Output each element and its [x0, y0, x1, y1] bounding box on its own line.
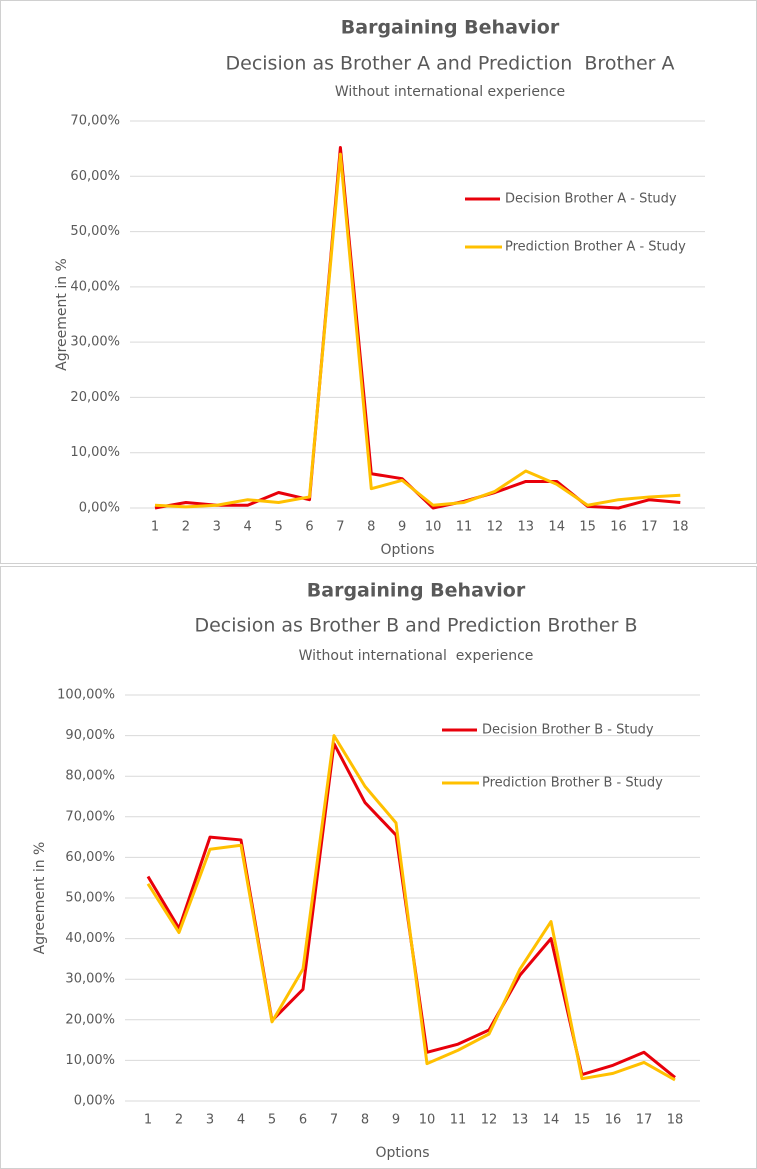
chart-title: Bargaining Behavior	[307, 580, 526, 602]
y-tick-label: 100,00%	[57, 688, 115, 703]
y-tick-label: 60,00%	[65, 850, 115, 865]
y-tick-label: 50,00%	[70, 224, 120, 239]
y-tick-label: 60,00%	[70, 169, 120, 184]
x-tick-label: 10	[419, 1113, 436, 1128]
x-tick-label: 2	[175, 1113, 183, 1128]
x-tick-label: 5	[274, 520, 282, 535]
x-tick-label: 10	[425, 520, 442, 535]
x-tick-label: 6	[299, 1113, 307, 1128]
series-line	[146, 734, 676, 1082]
y-tick-label: 40,00%	[70, 279, 120, 294]
y-tick-label: 0,00%	[79, 501, 120, 516]
legend-label: Prediction Brother B - Study	[482, 776, 663, 791]
x-tick-label: 6	[305, 520, 313, 535]
x-axis-label: Options	[375, 1145, 429, 1161]
x-tick-label: 11	[456, 520, 473, 535]
x-tick-label: 8	[361, 1113, 369, 1128]
y-tick-label: 50,00%	[65, 891, 115, 906]
x-tick-label: 15	[574, 1113, 591, 1128]
x-tick-label: 16	[610, 520, 627, 535]
legend-label: Prediction Brother A - Study	[505, 240, 686, 255]
y-axis-label: Agreement in %	[54, 258, 70, 371]
x-tick-label: 17	[636, 1113, 653, 1128]
chart-title: Bargaining Behavior	[341, 17, 560, 39]
x-tick-label: 18	[667, 1113, 684, 1128]
y-tick-label: 80,00%	[65, 769, 115, 784]
legend-label: Decision Brother A - Study	[505, 192, 677, 207]
x-tick-label: 1	[151, 520, 159, 535]
y-tick-label: 0,00%	[74, 1094, 115, 1109]
series-line	[154, 152, 681, 509]
x-tick-label: 15	[579, 520, 596, 535]
x-tick-label: 18	[672, 520, 689, 535]
chart-note: Without international experience	[299, 648, 534, 664]
x-tick-label: 9	[392, 1113, 400, 1128]
x-tick-label: 17	[641, 520, 658, 535]
x-tick-label: 12	[487, 520, 504, 535]
x-tick-label: 11	[450, 1113, 467, 1128]
y-tick-label: 30,00%	[70, 335, 120, 350]
x-tick-label: 7	[330, 1113, 338, 1128]
x-tick-label: 13	[512, 1113, 529, 1128]
series-line	[146, 742, 676, 1079]
x-tick-label: 8	[367, 520, 375, 535]
chart-note: Without international experience	[335, 84, 565, 100]
x-tick-label: 4	[244, 520, 252, 535]
y-tick-label: 70,00%	[65, 809, 115, 824]
x-tick-label: 3	[206, 1113, 214, 1128]
legend-label: Decision Brother B - Study	[482, 723, 654, 738]
y-axis-label: Agreement in %	[32, 842, 48, 955]
y-tick-label: 70,00%	[70, 114, 120, 129]
x-tick-label: 13	[518, 520, 535, 535]
x-tick-label: 9	[398, 520, 406, 535]
x-tick-label: 7	[336, 520, 344, 535]
x-tick-label: 14	[548, 520, 565, 535]
y-tick-label: 20,00%	[65, 1012, 115, 1027]
x-tick-label: 14	[543, 1113, 560, 1128]
chart-subtitle: Decision as Brother A and Prediction Bro…	[226, 53, 675, 75]
x-tick-label: 2	[182, 520, 190, 535]
x-tick-label: 3	[213, 520, 221, 535]
x-tick-label: 1	[144, 1113, 152, 1128]
x-tick-label: 5	[268, 1113, 276, 1128]
y-tick-label: 10,00%	[70, 445, 120, 460]
y-tick-label: 10,00%	[65, 1053, 115, 1068]
x-tick-label: 4	[237, 1113, 245, 1128]
x-tick-label: 16	[605, 1113, 622, 1128]
chart-subtitle: Decision as Brother B and Prediction Bro…	[194, 615, 637, 637]
y-tick-label: 90,00%	[65, 728, 115, 743]
x-axis-label: Options	[380, 542, 434, 558]
y-tick-label: 40,00%	[65, 931, 115, 946]
x-tick-label: 12	[481, 1113, 498, 1128]
y-tick-label: 20,00%	[70, 390, 120, 405]
y-tick-label: 30,00%	[65, 972, 115, 987]
